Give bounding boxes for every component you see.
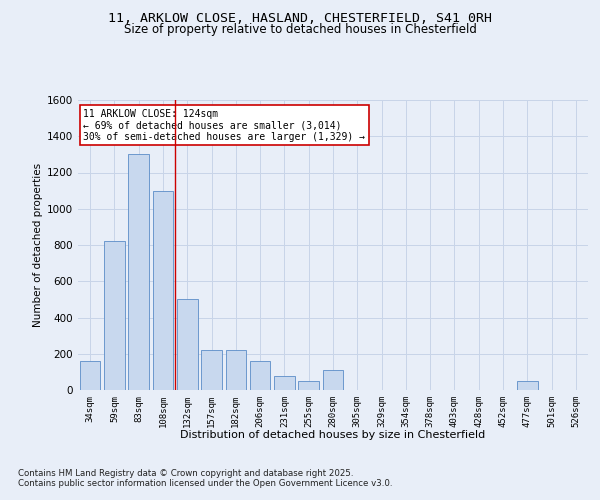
Text: Contains public sector information licensed under the Open Government Licence v3: Contains public sector information licen… (18, 478, 392, 488)
Bar (104, 242, 125, 390)
Bar (128, 154, 149, 390)
Bar (298, 381, 319, 390)
Text: Contains HM Land Registry data © Crown copyright and database right 2025.: Contains HM Land Registry data © Crown c… (18, 468, 353, 477)
Y-axis label: Number of detached properties: Number of detached properties (33, 163, 43, 327)
Text: 11 ARKLOW CLOSE: 124sqm
← 69% of detached houses are smaller (3,014)
30% of semi: 11 ARKLOW CLOSE: 124sqm ← 69% of detache… (83, 108, 365, 142)
Bar (274, 376, 295, 390)
X-axis label: Distribution of detached houses by size in Chesterfield: Distribution of detached houses by size … (181, 430, 485, 440)
Text: 11, ARKLOW CLOSE, HASLAND, CHESTERFIELD, S41 0RH: 11, ARKLOW CLOSE, HASLAND, CHESTERFIELD,… (108, 12, 492, 26)
Bar (517, 381, 538, 390)
Text: Size of property relative to detached houses in Chesterfield: Size of property relative to detached ho… (124, 22, 476, 36)
Bar (226, 350, 246, 390)
Bar (201, 350, 222, 390)
Bar (177, 300, 197, 390)
Bar (152, 190, 173, 390)
Bar (250, 361, 271, 390)
Bar (80, 361, 100, 390)
Bar (323, 370, 343, 390)
